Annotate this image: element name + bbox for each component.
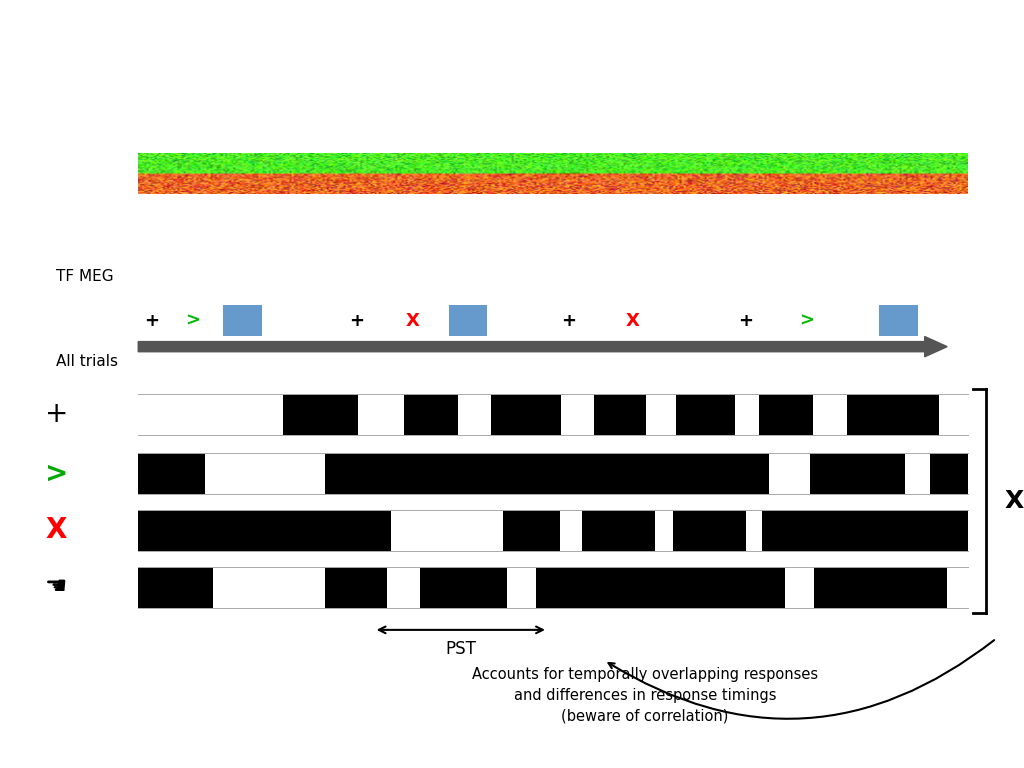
Bar xyxy=(810,453,905,494)
FancyArrow shape xyxy=(138,336,947,357)
Bar xyxy=(449,306,487,336)
Text: X: X xyxy=(626,312,640,329)
Bar xyxy=(503,510,559,551)
Text: +: + xyxy=(561,312,575,329)
Bar xyxy=(594,394,646,435)
Text: X: X xyxy=(406,312,420,329)
Text: X: X xyxy=(46,516,67,545)
Text: +: + xyxy=(45,400,68,429)
Bar xyxy=(325,453,769,494)
Bar xyxy=(138,510,391,551)
Bar xyxy=(325,567,387,608)
Text: All trials: All trials xyxy=(56,354,119,369)
Bar xyxy=(138,453,968,494)
Bar xyxy=(138,567,213,608)
Text: Concept of convolution model: Concept of convolution model xyxy=(72,66,695,108)
Bar xyxy=(284,394,358,435)
Text: TF MEG: TF MEG xyxy=(56,270,114,284)
Text: +: + xyxy=(738,312,753,329)
Text: +: + xyxy=(144,312,159,329)
Text: Accounts for temporally overlapping responses
and differences in response timing: Accounts for temporally overlapping resp… xyxy=(472,667,818,723)
Bar xyxy=(879,306,918,336)
Text: PST: PST xyxy=(445,640,476,658)
Bar xyxy=(814,567,947,608)
Bar xyxy=(582,510,655,551)
Text: X: X xyxy=(1005,489,1024,513)
Bar xyxy=(138,567,968,608)
Text: >: > xyxy=(800,312,814,329)
Text: >: > xyxy=(45,459,68,488)
Bar xyxy=(537,567,785,608)
Text: >: > xyxy=(185,312,200,329)
Bar xyxy=(673,510,746,551)
Bar xyxy=(676,394,735,435)
Bar xyxy=(931,453,968,494)
Bar xyxy=(490,394,561,435)
Text: ☚: ☚ xyxy=(45,575,68,600)
Bar xyxy=(138,394,968,435)
Bar xyxy=(759,394,813,435)
Text: +: + xyxy=(349,312,364,329)
Bar xyxy=(848,394,939,435)
Bar xyxy=(420,567,507,608)
Bar xyxy=(223,306,262,336)
Bar xyxy=(138,453,205,494)
Bar xyxy=(138,510,968,551)
Bar xyxy=(403,394,458,435)
Bar xyxy=(762,510,968,551)
